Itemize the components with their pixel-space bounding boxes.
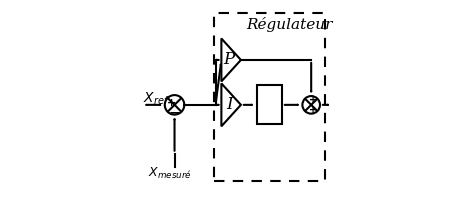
Text: P: P <box>224 51 235 69</box>
Text: −: − <box>168 105 180 119</box>
Text: I: I <box>226 96 233 113</box>
Text: s: s <box>264 106 274 124</box>
Text: +: + <box>310 95 318 105</box>
FancyBboxPatch shape <box>256 85 282 124</box>
Text: $X_{mesuré}$: $X_{mesuré}$ <box>148 166 191 181</box>
Text: $X_{ref}$: $X_{ref}$ <box>143 91 170 107</box>
Text: Régulateur: Régulateur <box>246 17 333 32</box>
Text: 1: 1 <box>264 88 275 106</box>
Text: +: + <box>166 98 176 108</box>
Text: +: + <box>310 105 318 115</box>
